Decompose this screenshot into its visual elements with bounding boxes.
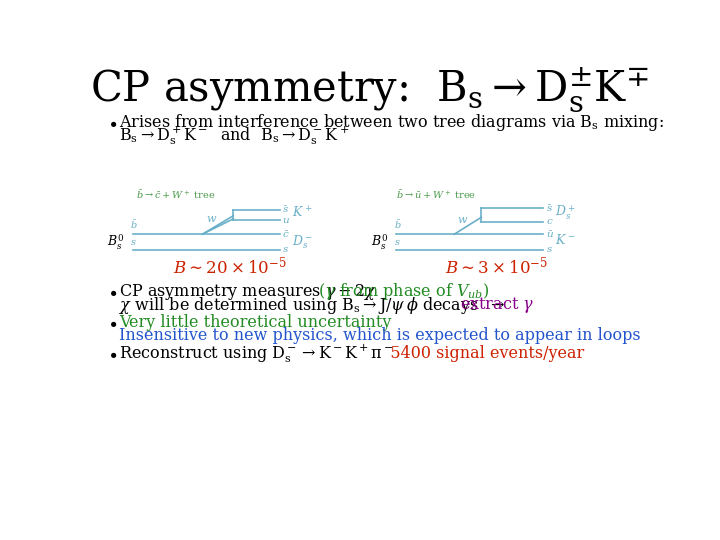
Text: CP asymmetry:  $\mathrm{B_s} \rightarrow \mathrm{D_s^{\pm}} \mathrm{K^{\mp}}$: CP asymmetry: $\mathrm{B_s} \rightarrow … (89, 65, 649, 114)
Text: Arises from interference between two tree diagrams via $\mathrm{B_s}$ mixing:: Arises from interference between two tre… (120, 112, 665, 133)
Text: $s$: $s$ (546, 245, 553, 254)
Text: $\bar{u}$: $\bar{u}$ (546, 229, 554, 240)
Text: $\bar{s}$: $\bar{s}$ (282, 204, 289, 215)
Text: $\bar{s}$: $\bar{s}$ (546, 202, 553, 213)
Text: $c$: $c$ (546, 218, 553, 226)
Text: $\bullet$: $\bullet$ (107, 314, 117, 332)
Text: Insensitive to new physics, which is expected to appear in loops: Insensitive to new physics, which is exp… (120, 327, 641, 345)
Text: $\chi$ will be determined using $\mathrm{B_s} \rightarrow \mathrm{J}/\psi\,\phi$: $\chi$ will be determined using $\mathrm… (120, 294, 506, 315)
Text: $B_s^0$: $B_s^0$ (371, 232, 388, 252)
Text: 5400 signal events/year: 5400 signal events/year (375, 345, 585, 362)
Text: extract $\gamma$: extract $\gamma$ (461, 295, 535, 315)
Text: $\bar{b} \rightarrow \bar{u} + W^+$ tree: $\bar{b} \rightarrow \bar{u} + W^+$ tree (396, 188, 477, 201)
Text: $B \sim 20 \times 10^{-5}$: $B \sim 20 \times 10^{-5}$ (173, 255, 287, 278)
Text: $K^-$: $K^-$ (555, 233, 575, 247)
Text: $B \sim 3 \times 10^{-5}$: $B \sim 3 \times 10^{-5}$ (446, 255, 549, 278)
Text: $s$: $s$ (282, 245, 289, 254)
Text: Reconstruct using $\mathrm{D_s^-} \rightarrow \mathrm{K^-K^+\pi^-}$: Reconstruct using $\mathrm{D_s^-} \right… (120, 342, 394, 365)
Text: $w$: $w$ (456, 215, 468, 225)
Text: $K^+$: $K^+$ (292, 205, 312, 220)
Text: $u$: $u$ (282, 216, 290, 225)
Text: $\bar{b}$: $\bar{b}$ (394, 218, 402, 231)
Text: $\bullet$: $\bullet$ (107, 345, 117, 362)
Text: $D_s^-$: $D_s^-$ (292, 233, 312, 251)
Text: $\bar{c}$: $\bar{c}$ (282, 229, 290, 240)
Text: $B_s^0$: $B_s^0$ (107, 232, 125, 252)
Text: $\mathrm{B_s} \rightarrow \mathrm{D_s^+K^-}$  and  $\mathrm{B_s} \rightarrow \ma: $\mathrm{B_s} \rightarrow \mathrm{D_s^+K… (120, 124, 350, 147)
Text: Very little theoretical uncertainty: Very little theoretical uncertainty (120, 314, 392, 331)
Text: $\bar{b}$: $\bar{b}$ (130, 218, 138, 231)
Text: $D_s^+$: $D_s^+$ (555, 203, 576, 222)
Text: CP asymmetry measures $\gamma - 2\chi$: CP asymmetry measures $\gamma - 2\chi$ (120, 282, 377, 302)
Text: $s$: $s$ (130, 238, 137, 247)
Text: ($\gamma$ from phase of $V_{ub}$): ($\gamma$ from phase of $V_{ub}$) (307, 281, 489, 302)
Text: $s$: $s$ (394, 238, 400, 247)
Text: $w$: $w$ (206, 214, 217, 224)
Text: $\bar{b} \rightarrow \bar{c} + W^+$ tree: $\bar{b} \rightarrow \bar{c} + W^+$ tree (137, 188, 216, 201)
Text: $\bullet$: $\bullet$ (107, 113, 117, 132)
Text: $\bullet$: $\bullet$ (107, 283, 117, 301)
